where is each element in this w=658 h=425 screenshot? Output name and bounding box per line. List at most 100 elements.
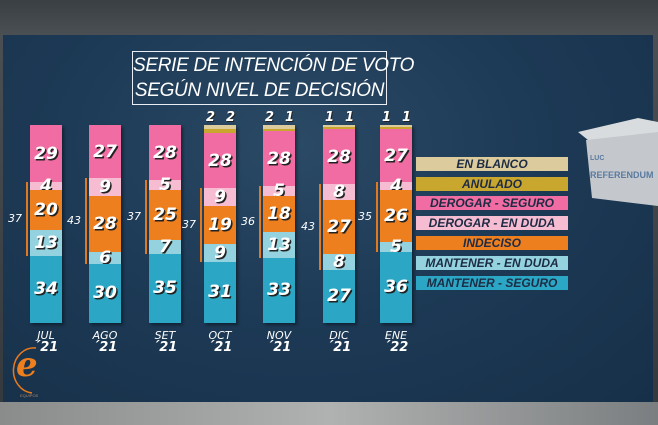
x-tick-month: SET [154, 329, 176, 342]
bar-segment-mantener-seguro: 30 [89, 263, 121, 323]
bar-oct: 28 9 19 9 31 [204, 125, 236, 323]
doubt-total-label: 43 [67, 214, 81, 228]
data-label-en-blanco: 1 [382, 110, 392, 125]
title-line-1: SERIE DE INTENCIÓN DE VOTO [133, 55, 415, 76]
legend-item-anulado: ANULADO [416, 177, 568, 191]
data-label-anulado: 2 [226, 110, 236, 125]
data-label-anulado: 1 [345, 110, 355, 125]
bar-segment-derogar-seguro: 28 [149, 125, 181, 181]
x-tick-year: ´21 [33, 340, 59, 355]
bar-segment-derogar-seguro: 29 [30, 125, 62, 183]
x-tick-label: ENE ´22 [376, 329, 416, 355]
title-line-2: SEGÚN NIVEL DE DECISIÓN [134, 80, 385, 101]
bar-segment-derogar-seguro: 28 [323, 128, 355, 185]
bar-segment-derogar-en-duda: 9 [204, 187, 236, 207]
bar-segment-indeciso: 20 [30, 190, 62, 230]
bar-segment-derogar-en-duda: 9 [89, 177, 121, 197]
bar-segment-indeciso: 18 [263, 196, 295, 232]
svg-text:REFERENDUM: REFERENDUM [590, 170, 654, 180]
bar-segment-en-blanco [323, 125, 355, 127]
doubt-bracket [145, 180, 147, 254]
bar-segment-mantener-en-duda: 8 [323, 252, 355, 272]
ballot-box-icon: LUC REFERENDUM [578, 118, 658, 206]
x-tick-month: OCT [208, 329, 232, 342]
data-label-en-blanco: 1 [325, 110, 335, 125]
bar-segment-anulado [204, 128, 236, 133]
bar-segment-anulado [380, 126, 412, 129]
legend-item-mantener-en-duda: MANTENER - EN DUDA [416, 256, 568, 270]
x-tick-label: JUL ´21 [26, 329, 66, 355]
bar-dic: 28 8 27 8 27 [323, 125, 355, 323]
bar-segment-en-blanco [380, 125, 412, 127]
bar-segment-mantener-seguro: 36 [380, 251, 412, 323]
x-tick-year: ´21 [92, 340, 118, 355]
bar-segment-indeciso: 28 [89, 196, 121, 252]
doubt-total-label: 37 [127, 210, 141, 224]
bar-segment-indeciso: 25 [149, 190, 181, 240]
bar-segment-mantener-seguro: 27 [323, 269, 355, 323]
bar-segment-en-blanco [263, 125, 295, 129]
bar-segment-indeciso: 27 [323, 200, 355, 254]
bar-ago: 27 9 28 6 30 [89, 125, 121, 323]
data-label-en-blanco: 2 [206, 110, 216, 125]
doubt-bracket [85, 178, 87, 264]
legend-item-derogar-seguro: DEROGAR - SEGURO [416, 196, 568, 210]
x-tick-label: DIC ´21 [319, 329, 359, 355]
chart-title: SERIE DE INTENCIÓN DE VOTO SEGÚN NIVEL D… [132, 51, 415, 105]
x-tick-label: SET ´21 [145, 329, 185, 355]
doubt-total-label: 35 [358, 210, 372, 224]
doubt-total-label: 36 [241, 215, 255, 229]
bar-nov: 28 5 18 13 33 [263, 125, 295, 323]
bar-segment-derogar-seguro: 27 [89, 125, 121, 179]
x-tick-year: ´22 [383, 340, 409, 355]
bar-segment-derogar-seguro: 28 [263, 130, 295, 187]
bar-segment-mantener-en-duda: 5 [380, 237, 412, 257]
bar-segment-anulado [263, 128, 295, 131]
x-tick-year: ´21 [326, 340, 352, 355]
bar-segment-derogar-en-duda: 5 [149, 175, 181, 195]
legend-item-indeciso: INDECISO [416, 236, 568, 250]
doubt-bracket [200, 188, 202, 262]
legend-item-en-blanco: EN BLANCO [416, 157, 568, 171]
doubt-bracket [259, 186, 261, 258]
x-tick-month: DIC [329, 329, 349, 342]
legend-item-derogar-en-duda: DEROGAR - EN DUDA [416, 216, 568, 230]
bar-segment-derogar-en-duda: 5 [263, 181, 295, 201]
x-tick-year: ´21 [152, 340, 178, 355]
bar-segment-mantener-seguro: 31 [204, 261, 236, 323]
bar-segment-anulado [323, 126, 355, 129]
bar-jul: 29 4 20 13 34 [30, 125, 62, 323]
bar-segment-mantener-seguro: 33 [263, 257, 295, 323]
bar-segment-mantener-seguro: 34 [30, 255, 62, 323]
x-tick-year: ´21 [207, 340, 233, 355]
bar-segment-indeciso: 26 [380, 190, 412, 242]
bar-segment-mantener-en-duda: 9 [204, 243, 236, 263]
bar-segment-derogar-en-duda: 4 [30, 176, 62, 196]
svg-text:e: e [16, 345, 38, 385]
x-tick-label: NOV ´21 [259, 330, 299, 355]
data-label-en-blanco: 2 [265, 110, 275, 125]
doubt-bracket [319, 184, 321, 270]
svg-text:EQUIPOS: EQUIPOS [20, 393, 39, 398]
bar-segment-derogar-en-duda: 4 [380, 176, 412, 196]
doubt-bracket [26, 182, 28, 256]
x-tick-label: OCT ´21 [200, 329, 240, 355]
bar-segment-mantener-en-duda: 6 [89, 248, 121, 268]
background-strip [0, 402, 658, 425]
doubt-total-label: 37 [182, 217, 196, 231]
bar-segment-mantener-en-duda: 13 [30, 229, 62, 256]
bar-segment-derogar-en-duda: 8 [323, 182, 355, 202]
equipos-logo: e EQUIPOS [12, 345, 39, 398]
x-tick-month: JUL [37, 329, 55, 342]
bar-segment-en-blanco [204, 125, 236, 129]
data-label-anulado: 1 [402, 110, 412, 125]
bar-segment-derogar-seguro: 27 [380, 128, 412, 183]
doubt-total-label: 43 [301, 219, 315, 233]
bar-segment-mantener-en-duda: 7 [149, 237, 181, 257]
x-tick-month: ENE [384, 329, 408, 342]
bar-segment-indeciso: 19 [204, 206, 236, 244]
doubt-total-label: 37 [8, 212, 22, 226]
bar-ene: 27 4 26 5 36 [380, 125, 412, 323]
x-tick-month: AGO [92, 329, 118, 342]
bar-segment-mantener-en-duda: 13 [263, 231, 295, 258]
